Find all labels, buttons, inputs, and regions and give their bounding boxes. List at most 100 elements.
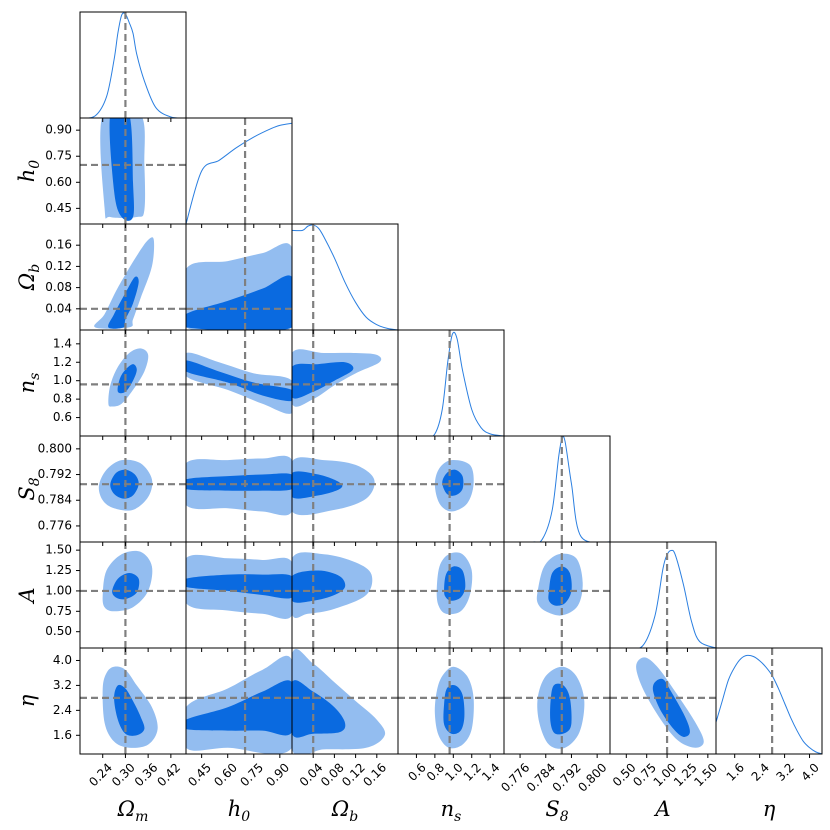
panel-frame-A-A xyxy=(609,541,717,649)
contour-group-h0-eta xyxy=(186,655,292,754)
x-axis-label-subscript-S8: 8 xyxy=(560,809,569,825)
contour-68-S8-A xyxy=(548,566,572,606)
truth-lines xyxy=(610,648,716,754)
y-axis-label-eta: η xyxy=(15,694,39,707)
contour-group-S8-A xyxy=(536,553,583,616)
y-tick-label-ns: 1.0 xyxy=(53,373,72,387)
truth-lines xyxy=(186,542,292,648)
y-tick-label-S8: 0.784 xyxy=(38,493,72,507)
truth-lines xyxy=(292,648,398,754)
truth-lines xyxy=(186,224,292,330)
y-tick-label-A: 0.75 xyxy=(45,604,72,618)
x-tick-label-S8: 0.784 xyxy=(524,760,558,794)
y-tick-label-h0: 0.75 xyxy=(45,149,72,163)
truth-lines xyxy=(504,648,610,754)
y-axis-label-subscript-ns: s xyxy=(27,373,43,380)
y-tick-label-S8: 0.800 xyxy=(38,441,72,455)
contour-group-A-eta xyxy=(636,657,704,748)
truth-lines xyxy=(186,648,292,754)
x-tick-label-Om: 0.24 xyxy=(86,760,115,789)
y-tick-label-h0: 0.90 xyxy=(45,123,72,137)
truth-lines xyxy=(186,330,292,436)
truth-lines xyxy=(80,330,186,436)
marginal-group-h0 xyxy=(186,122,292,224)
contour-group-ns-S8 xyxy=(434,459,474,512)
truth-lines xyxy=(292,330,398,436)
contour-group-Om-h0 xyxy=(100,118,146,221)
x-tick-label-h0: 0.45 xyxy=(185,760,214,789)
x-tick-label-S8: 0.800 xyxy=(575,760,609,794)
x-tick-label-h0: 0.60 xyxy=(211,760,240,789)
x-tick-label-ns: 1.4 xyxy=(479,760,502,783)
truth-lines xyxy=(398,542,504,648)
y-tick-label-A: 1.00 xyxy=(45,583,72,597)
contour-68-Om-eta xyxy=(114,684,145,736)
contour-68-Ob-eta xyxy=(292,680,346,738)
truth-lines xyxy=(398,436,504,542)
contour-group-ns-A xyxy=(436,552,473,615)
contour-group-Ob-S8 xyxy=(292,457,375,516)
contour-68-h0-S8 xyxy=(186,473,292,491)
contour-68-Ob-ns xyxy=(292,362,354,399)
truth-lines xyxy=(80,436,186,542)
marginal-group-ns xyxy=(398,331,504,436)
y-tick-label-S8: 0.776 xyxy=(38,518,72,532)
panel-frame-eta-eta xyxy=(715,647,823,755)
truth-lines xyxy=(80,118,186,224)
y-tick-label-A: 1.25 xyxy=(45,563,72,577)
marginal-curve-Om xyxy=(80,12,186,118)
y-tick-label-eta: 2.4 xyxy=(53,703,72,717)
y-tick-label-Ob: 0.08 xyxy=(45,280,72,294)
contour-group-Ob-ns xyxy=(292,349,382,407)
x-tick-label-eta: 1.6 xyxy=(724,760,747,783)
x-axis-label-subscript-Ob: b xyxy=(349,809,358,825)
contour-68-Om-Ob xyxy=(108,276,139,329)
x-axis-label-subscript-Om: m xyxy=(135,809,148,825)
marginal-curve-Ob xyxy=(292,224,398,330)
y-axis-label-Ob: Ωb xyxy=(15,264,43,291)
x-tick-label-eta: 2.4 xyxy=(749,760,772,783)
y-tick-label-A: 1.50 xyxy=(45,543,72,557)
truth-lines xyxy=(80,542,186,648)
y-tick-label-eta: 4.0 xyxy=(53,653,72,667)
truth-lines xyxy=(186,436,292,542)
truth-lines xyxy=(80,648,186,754)
marginal-group-Om xyxy=(80,12,186,118)
truth-lines xyxy=(292,542,398,648)
contour-68-Om-h0 xyxy=(109,118,134,221)
y-tick-label-h0: 0.45 xyxy=(45,201,72,215)
x-tick-label-A: 1.50 xyxy=(691,760,720,789)
contour-68-ns-S8 xyxy=(442,469,464,496)
y-tick-label-S8: 0.792 xyxy=(38,467,72,481)
contour-group-Ob-eta xyxy=(292,649,386,754)
contour-group-h0-S8 xyxy=(186,455,292,516)
y-tick-label-eta: 1.6 xyxy=(53,728,72,742)
contour-68-h0-Ob xyxy=(186,275,292,330)
marginal-group-Ob xyxy=(292,224,398,330)
x-axis-label-subscript-h0: 0 xyxy=(241,809,250,825)
x-axis-label-subscript-ns: s xyxy=(454,809,461,825)
y-tick-label-Ob: 0.12 xyxy=(45,259,72,273)
y-axis-label-subscript-h0: 0 xyxy=(27,160,43,169)
truth-lines xyxy=(292,436,398,542)
y-axis-label-S8: S8 xyxy=(15,477,43,500)
x-axis-label-ns: ns xyxy=(441,797,462,825)
x-tick-label-Om: 0.30 xyxy=(109,760,138,789)
y-tick-label-Ob: 0.04 xyxy=(45,301,72,315)
y-tick-label-ns: 1.2 xyxy=(53,355,72,369)
contour-group-Om-Ob xyxy=(94,237,155,329)
x-axis-label-A: A xyxy=(653,797,670,821)
contour-68-h0-ns xyxy=(186,360,292,402)
x-axis-label-eta: η xyxy=(763,797,776,821)
contour-group-Om-ns xyxy=(108,348,149,407)
contour-68-Ob-A xyxy=(292,570,346,603)
contour-68-A-eta xyxy=(652,678,690,737)
truth-lines xyxy=(80,224,186,330)
contour-group-ns-eta xyxy=(434,666,474,749)
panel-frame-S8-S8 xyxy=(503,435,611,543)
y-tick-label-A: 0.50 xyxy=(45,624,72,638)
contour-95-Om-Ob xyxy=(94,237,155,329)
marginal-curve-A xyxy=(610,549,716,648)
contour-68-h0-A xyxy=(186,574,292,599)
